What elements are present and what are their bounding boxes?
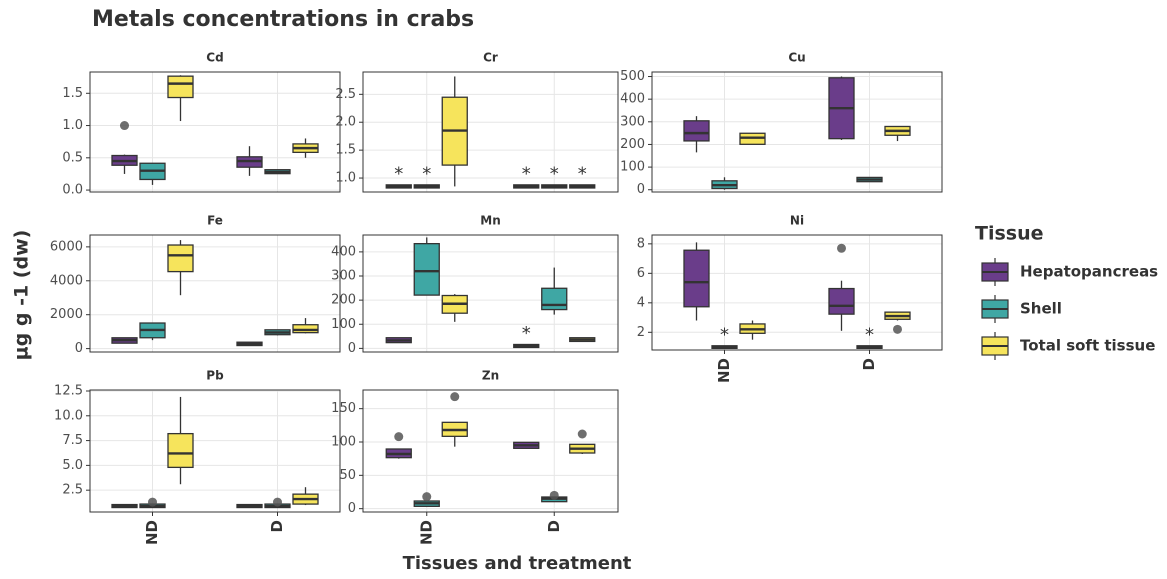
panel-title: Mn (480, 214, 500, 228)
y-tick-label: 5.0 (62, 458, 83, 473)
x-tick-label: ND (715, 358, 733, 383)
panel-title: Cu (788, 51, 805, 65)
y-tick-label: 1.0 (335, 171, 356, 186)
panel-title: Pb (206, 369, 224, 383)
legend-title: Tissue (975, 223, 1044, 245)
y-tick-label: 0 (348, 341, 356, 356)
box (683, 249, 710, 308)
outlier (549, 490, 559, 500)
legend-label: Total soft tissue (1020, 337, 1155, 355)
annotation: * (578, 163, 587, 184)
outlier (394, 432, 404, 442)
y-tick-label: 2 (637, 325, 645, 340)
box (292, 324, 319, 334)
y-tick-label: 8 (637, 236, 645, 251)
y-tick-label: 6000 (50, 239, 83, 254)
y-tick-label: 2.5 (335, 87, 356, 102)
y-tick-label: 0 (637, 182, 645, 197)
y-tick-label: 500 (620, 69, 645, 84)
y-tick-label: 100 (331, 317, 356, 332)
panel-title: Cr (483, 51, 498, 65)
box (541, 287, 568, 311)
annotation: * (422, 163, 431, 184)
y-tick-label: 10.0 (54, 408, 83, 423)
x-tick-label: D (268, 520, 286, 532)
outlier (273, 497, 282, 507)
outlier (422, 492, 432, 502)
annotation: * (522, 163, 531, 184)
y-tick-label: 0 (348, 501, 356, 516)
panel-border (89, 71, 341, 193)
y-tick-label: 2.0 (335, 115, 356, 130)
box (167, 244, 194, 273)
box (167, 75, 194, 99)
y-tick-label: 0.5 (62, 150, 83, 165)
box (828, 287, 855, 315)
y-tick-label: 100 (331, 435, 356, 450)
y-tick-label: 50 (339, 468, 356, 483)
y-tick-label: 7.5 (62, 433, 83, 448)
panel-border (362, 71, 619, 193)
panel-border (651, 71, 943, 193)
annotation: * (720, 324, 729, 345)
x-tick-label: ND (417, 520, 435, 545)
legend-label: Shell (1020, 300, 1062, 318)
x-tick-label: D (545, 520, 563, 532)
panel-title: Fe (207, 214, 223, 228)
y-tick-label: 300 (620, 114, 645, 129)
y-tick-label: 12.5 (54, 383, 83, 398)
box (167, 432, 194, 469)
annotation: * (522, 323, 531, 344)
y-tick-label: 200 (331, 293, 356, 308)
y-tick-label: 0 (75, 341, 83, 356)
annotation: * (394, 163, 403, 184)
y-tick-label: 400 (620, 92, 645, 107)
y-tick-label: 0.0 (62, 183, 83, 198)
panel-border (651, 234, 943, 351)
x-tick-label: D (860, 358, 878, 370)
y-tick-label: 100 (620, 160, 645, 175)
panel-border (89, 389, 341, 513)
chart-title: Metals concentrations in crabs (92, 7, 474, 32)
y-tick-label: 6 (637, 266, 645, 281)
y-tick-label: 2.5 (62, 483, 83, 498)
panel-title: Zn (482, 369, 499, 383)
box (683, 120, 710, 142)
panel-border (89, 234, 341, 353)
y-tick-label: 4000 (50, 273, 83, 288)
x-tick-label: ND (143, 520, 161, 545)
y-tick-label: 400 (331, 244, 356, 259)
annotation: * (865, 324, 874, 345)
x-axis-label: Tissues and treatment (403, 553, 632, 574)
box (413, 242, 440, 296)
y-tick-label: 2000 (50, 307, 83, 322)
y-tick-label: 1.5 (335, 143, 356, 158)
y-tick-label: 4 (637, 295, 645, 310)
panel-title: Cd (206, 51, 223, 65)
y-tick-label: 1.0 (62, 118, 83, 133)
y-tick-label: 1.5 (62, 86, 83, 101)
y-tick-label: 200 (620, 137, 645, 152)
outlier (893, 324, 902, 334)
annotation: * (550, 163, 559, 184)
y-tick-label: 150 (331, 401, 356, 416)
outlier (577, 429, 587, 439)
legend-label: Hepatopancreas (1020, 263, 1158, 281)
outlier (450, 392, 460, 402)
outlier (837, 243, 846, 253)
panel-title: Ni (790, 214, 804, 228)
outlier (120, 121, 129, 131)
outlier (148, 497, 157, 507)
y-tick-label: 300 (331, 269, 356, 284)
panel-border (362, 234, 619, 353)
panel-border (362, 389, 619, 513)
y-axis-label: µg g -1 (dw) (11, 230, 33, 361)
